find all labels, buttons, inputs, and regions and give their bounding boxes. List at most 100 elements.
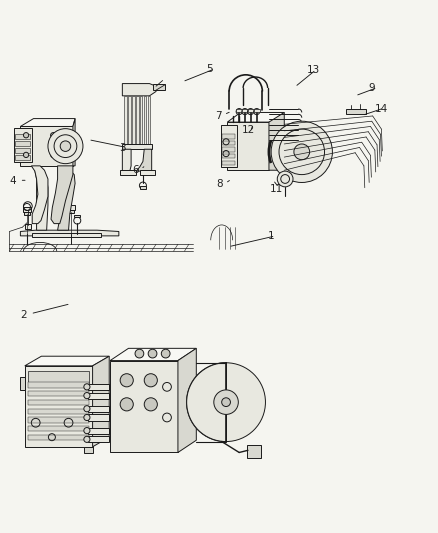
Bar [28, 426, 89, 432]
Bar [236, 109, 242, 112]
Circle shape [60, 141, 71, 151]
Bar [20, 126, 73, 166]
Polygon shape [136, 96, 138, 144]
Polygon shape [148, 96, 150, 144]
Circle shape [221, 398, 230, 407]
Circle shape [84, 415, 90, 421]
Text: 2: 2 [20, 310, 27, 320]
Bar [25, 224, 31, 229]
Bar [88, 384, 109, 390]
Circle shape [293, 144, 309, 160]
Polygon shape [122, 144, 151, 149]
Polygon shape [132, 96, 134, 144]
Polygon shape [57, 170, 75, 230]
Bar [28, 409, 89, 414]
Text: 7: 7 [215, 110, 221, 120]
Wedge shape [186, 363, 265, 441]
Text: 4: 4 [10, 176, 16, 186]
Polygon shape [110, 349, 196, 361]
Bar [14, 128, 32, 163]
Circle shape [144, 398, 157, 411]
Polygon shape [144, 96, 146, 144]
Bar [222, 160, 235, 165]
Polygon shape [73, 118, 75, 166]
Circle shape [161, 349, 170, 358]
Bar [15, 141, 30, 146]
Polygon shape [31, 166, 48, 224]
Circle shape [144, 374, 157, 387]
Bar [88, 437, 109, 442]
Bar [28, 391, 89, 397]
Text: 3: 3 [119, 143, 125, 154]
Bar [222, 154, 235, 158]
Polygon shape [20, 230, 119, 236]
Bar [67, 209, 74, 213]
Circle shape [135, 349, 144, 358]
Bar [28, 400, 89, 405]
Bar [140, 185, 146, 189]
Text: 8: 8 [215, 179, 222, 189]
Polygon shape [247, 445, 261, 458]
Bar [15, 155, 30, 160]
Bar [88, 427, 109, 434]
Bar [222, 148, 235, 152]
Circle shape [120, 374, 133, 387]
Circle shape [84, 392, 90, 399]
Circle shape [253, 109, 259, 115]
Bar [88, 415, 109, 421]
Circle shape [50, 133, 56, 138]
Polygon shape [136, 149, 151, 171]
Circle shape [48, 128, 83, 164]
Circle shape [120, 398, 133, 411]
Bar [28, 435, 89, 440]
Text: 9: 9 [367, 83, 374, 93]
Circle shape [23, 152, 28, 158]
Polygon shape [124, 96, 127, 144]
Polygon shape [128, 96, 131, 144]
Text: 14: 14 [374, 104, 388, 114]
Polygon shape [120, 170, 136, 175]
Polygon shape [35, 166, 48, 230]
Bar [88, 392, 109, 399]
Polygon shape [20, 118, 75, 126]
Bar [88, 406, 109, 412]
Polygon shape [25, 356, 109, 366]
Circle shape [148, 349, 156, 358]
Text: 5: 5 [206, 64, 212, 74]
Text: 11: 11 [269, 183, 283, 193]
Circle shape [236, 109, 242, 115]
Text: 6: 6 [132, 165, 138, 175]
Polygon shape [122, 84, 155, 96]
Polygon shape [32, 233, 101, 237]
Polygon shape [84, 447, 92, 454]
Circle shape [213, 390, 238, 415]
Circle shape [84, 437, 90, 442]
Bar [28, 417, 89, 423]
Polygon shape [177, 349, 196, 453]
Bar [15, 134, 30, 139]
Bar [74, 215, 80, 217]
Polygon shape [268, 112, 284, 170]
Circle shape [84, 384, 90, 390]
Circle shape [23, 133, 28, 138]
Bar [253, 109, 259, 112]
Bar [24, 212, 30, 215]
Circle shape [277, 171, 292, 187]
Bar [28, 383, 89, 387]
Bar [152, 84, 165, 90]
Bar [220, 125, 237, 167]
Bar [227, 122, 268, 170]
Text: 12: 12 [242, 125, 255, 135]
Bar [22, 207, 31, 212]
Polygon shape [92, 356, 109, 447]
Polygon shape [227, 112, 284, 122]
Bar [15, 148, 30, 153]
Polygon shape [122, 149, 131, 171]
Bar [222, 134, 235, 139]
Polygon shape [140, 96, 142, 144]
Circle shape [247, 109, 253, 115]
Bar [247, 109, 253, 112]
Polygon shape [51, 166, 73, 224]
Bar [222, 141, 235, 146]
Text: 13: 13 [306, 64, 320, 75]
